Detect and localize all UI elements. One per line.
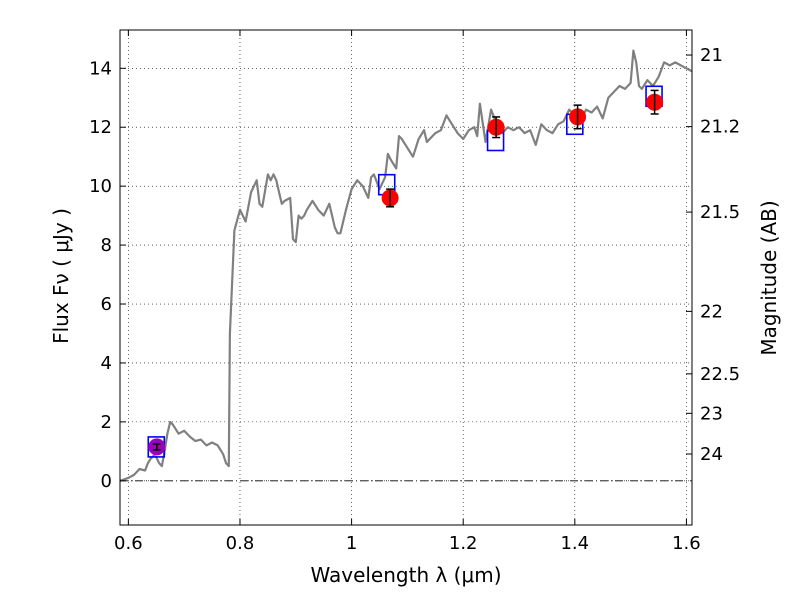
y-tick-label: 0 xyxy=(101,471,112,492)
photometry-points xyxy=(148,89,664,456)
y2-axis-label: Magnitude (AB) xyxy=(757,200,781,355)
x-tick-label: 1 xyxy=(346,533,357,554)
x-tick-label: 1.4 xyxy=(560,533,589,554)
photometry-point xyxy=(487,116,505,139)
y-tick-label: 4 xyxy=(101,353,112,374)
photometry-point xyxy=(569,104,587,130)
y-tick-label: 8 xyxy=(101,235,112,256)
y-tick-label: 2 xyxy=(101,412,112,433)
y-axis-label: Flux Fν ( μJy ) xyxy=(49,208,73,344)
y-tick-label: 12 xyxy=(89,117,112,138)
y2-tick-label: 24 xyxy=(700,444,723,465)
y2-tick-label: 22.5 xyxy=(700,364,740,385)
y-tick-label: 6 xyxy=(101,294,112,315)
photometry-point xyxy=(646,89,664,115)
y2-tick-label: 21 xyxy=(700,45,723,66)
y2-tick-label: 23 xyxy=(700,403,723,424)
y-tick-label: 10 xyxy=(89,176,112,197)
x-tick-label: 0.6 xyxy=(114,533,143,554)
x-tick-label: 1.2 xyxy=(449,533,478,554)
x-tick-label: 0.8 xyxy=(226,533,255,554)
synthetic-flux-boxes xyxy=(147,85,663,458)
photometry-point xyxy=(381,188,399,208)
y-tick-label: 14 xyxy=(89,58,112,79)
x-axis-label: Wavelength λ (μm) xyxy=(310,563,501,587)
y2-tick-label: 21.5 xyxy=(700,202,740,223)
y2-tick-label: 21.2 xyxy=(700,117,740,138)
photometry-point xyxy=(148,438,166,456)
model-spectrum-line xyxy=(119,49,693,482)
axis-ticks: 0.6 0.8 1 1.2 1.4 1.6024681012142121.221.5222… xyxy=(89,30,740,554)
plot-frame xyxy=(119,29,693,526)
y2-tick-label: 22 xyxy=(700,301,723,322)
x-tick-label: 1.6 xyxy=(672,533,701,554)
